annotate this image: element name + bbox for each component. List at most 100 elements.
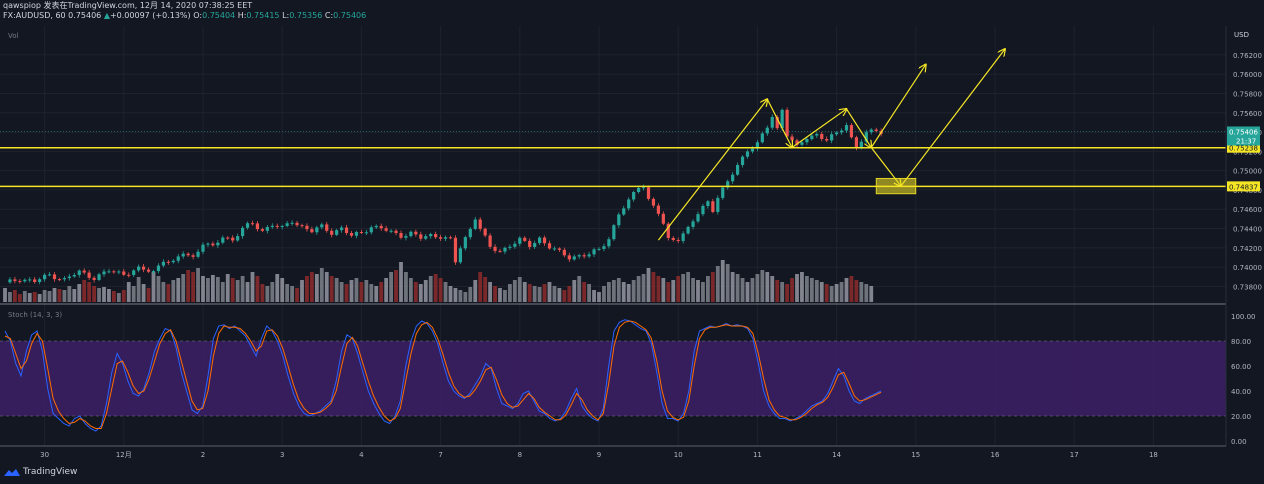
volume-bar [809,278,814,302]
volume-bar [211,275,215,302]
candle-body [176,256,180,261]
volume-bar [572,280,577,302]
volume-bar [473,280,478,302]
candle-body [835,132,839,135]
volume-bar [102,287,106,302]
candle-body [340,227,344,231]
volume-bar [87,282,92,302]
stoch-tick-label: 40.00 [1231,388,1251,396]
annotation-arrow [791,109,846,148]
candle-body [399,233,403,238]
volume-bar [720,260,725,302]
candle-body [359,232,363,234]
time-tick-label: 15 [911,451,920,459]
candle-body [656,205,660,214]
price-chart[interactable]: USD 0.762000.760000.758000.756000.754000… [0,0,1264,462]
candle-body [538,237,542,244]
candle-body [305,225,309,230]
candle-body [869,129,873,133]
volume-bar [631,280,636,302]
candle-body [493,246,497,251]
price-tick-label: 0.74200 [1233,245,1262,253]
volume-bar [305,276,309,302]
volume-bar [819,282,824,302]
volume-bar [275,274,280,302]
candle-body [72,274,76,277]
candle-body [439,237,443,239]
volume-bar [399,262,403,302]
volume-bar [597,292,601,302]
candle-body [508,246,512,248]
volume-bar [245,282,250,302]
support-price-label: 0.74837 [1229,183,1258,191]
candle-body [186,253,190,256]
candle-body [8,279,12,283]
tradingview-logo[interactable]: TradingView [4,467,77,477]
volume-bar [478,272,483,302]
last-price-label: 0.75406 [1229,128,1258,136]
volume-bar [206,278,210,302]
volume-bar [3,288,7,302]
volume-bar [527,284,532,302]
annotation-arrow [870,147,901,187]
volume-bar [404,272,408,302]
volume-bar [839,282,844,302]
annotation-arrow [766,99,792,147]
volume-bar [532,286,537,302]
volume-bar [201,276,205,302]
volume-bar [186,270,191,302]
candle-body [696,214,700,222]
candle-body [790,136,794,141]
candle-body [533,243,537,247]
time-tick-label: 8 [518,451,522,459]
candle-body [745,151,750,157]
stoch-label[interactable]: Stoch (14, 3, 3) [8,311,63,319]
volume-bar [295,288,299,302]
currency-label: USD [1234,31,1249,39]
candle-body [92,277,96,280]
volume-bar [740,278,745,302]
volume-bar [97,288,101,302]
change-text: +0.00097 (+0.13%) [109,11,191,20]
candle-body [864,132,868,142]
volume-bar [592,290,596,302]
volume-bar [27,293,32,302]
price-tick-label: 0.75800 [1233,91,1262,99]
volume-bar [567,286,572,302]
candle-body [582,255,586,257]
candle-body [112,271,116,273]
volume-bar [364,280,369,302]
volume-bar [77,284,82,302]
volume-bar [849,276,854,302]
time-tick-label: 7 [438,451,442,459]
candle-body [770,116,774,128]
candle-body [661,213,665,224]
volume-bar [37,294,42,302]
close-label: C: [324,11,334,20]
volume-bar [47,291,52,302]
candle-body [404,236,408,238]
stoch-tick-label: 100.00 [1231,313,1256,321]
volume-bar [844,278,849,302]
candle-body [245,223,250,228]
volume-bar [196,268,200,302]
candle-body [77,270,81,275]
volume-bar [161,282,166,302]
volume-bar [339,282,344,302]
volume-bar [557,288,562,302]
time-tick-label: 16 [991,451,1000,459]
annotation-arrow [845,108,872,148]
volume-bar [651,272,656,302]
candle-body [740,156,745,165]
volume-bar [805,276,809,302]
stoch-k-line [4,319,882,432]
symbol-label[interactable]: FX:AUDUSD, 60 [3,11,66,20]
volume-bar [82,280,87,302]
open-label: O: [193,11,203,20]
candle-body [260,229,264,231]
volume-bar [854,280,859,302]
candle-body [726,181,730,188]
candle-body [478,219,482,229]
volume-bar [503,290,507,302]
support-price-tag [1227,181,1260,192]
